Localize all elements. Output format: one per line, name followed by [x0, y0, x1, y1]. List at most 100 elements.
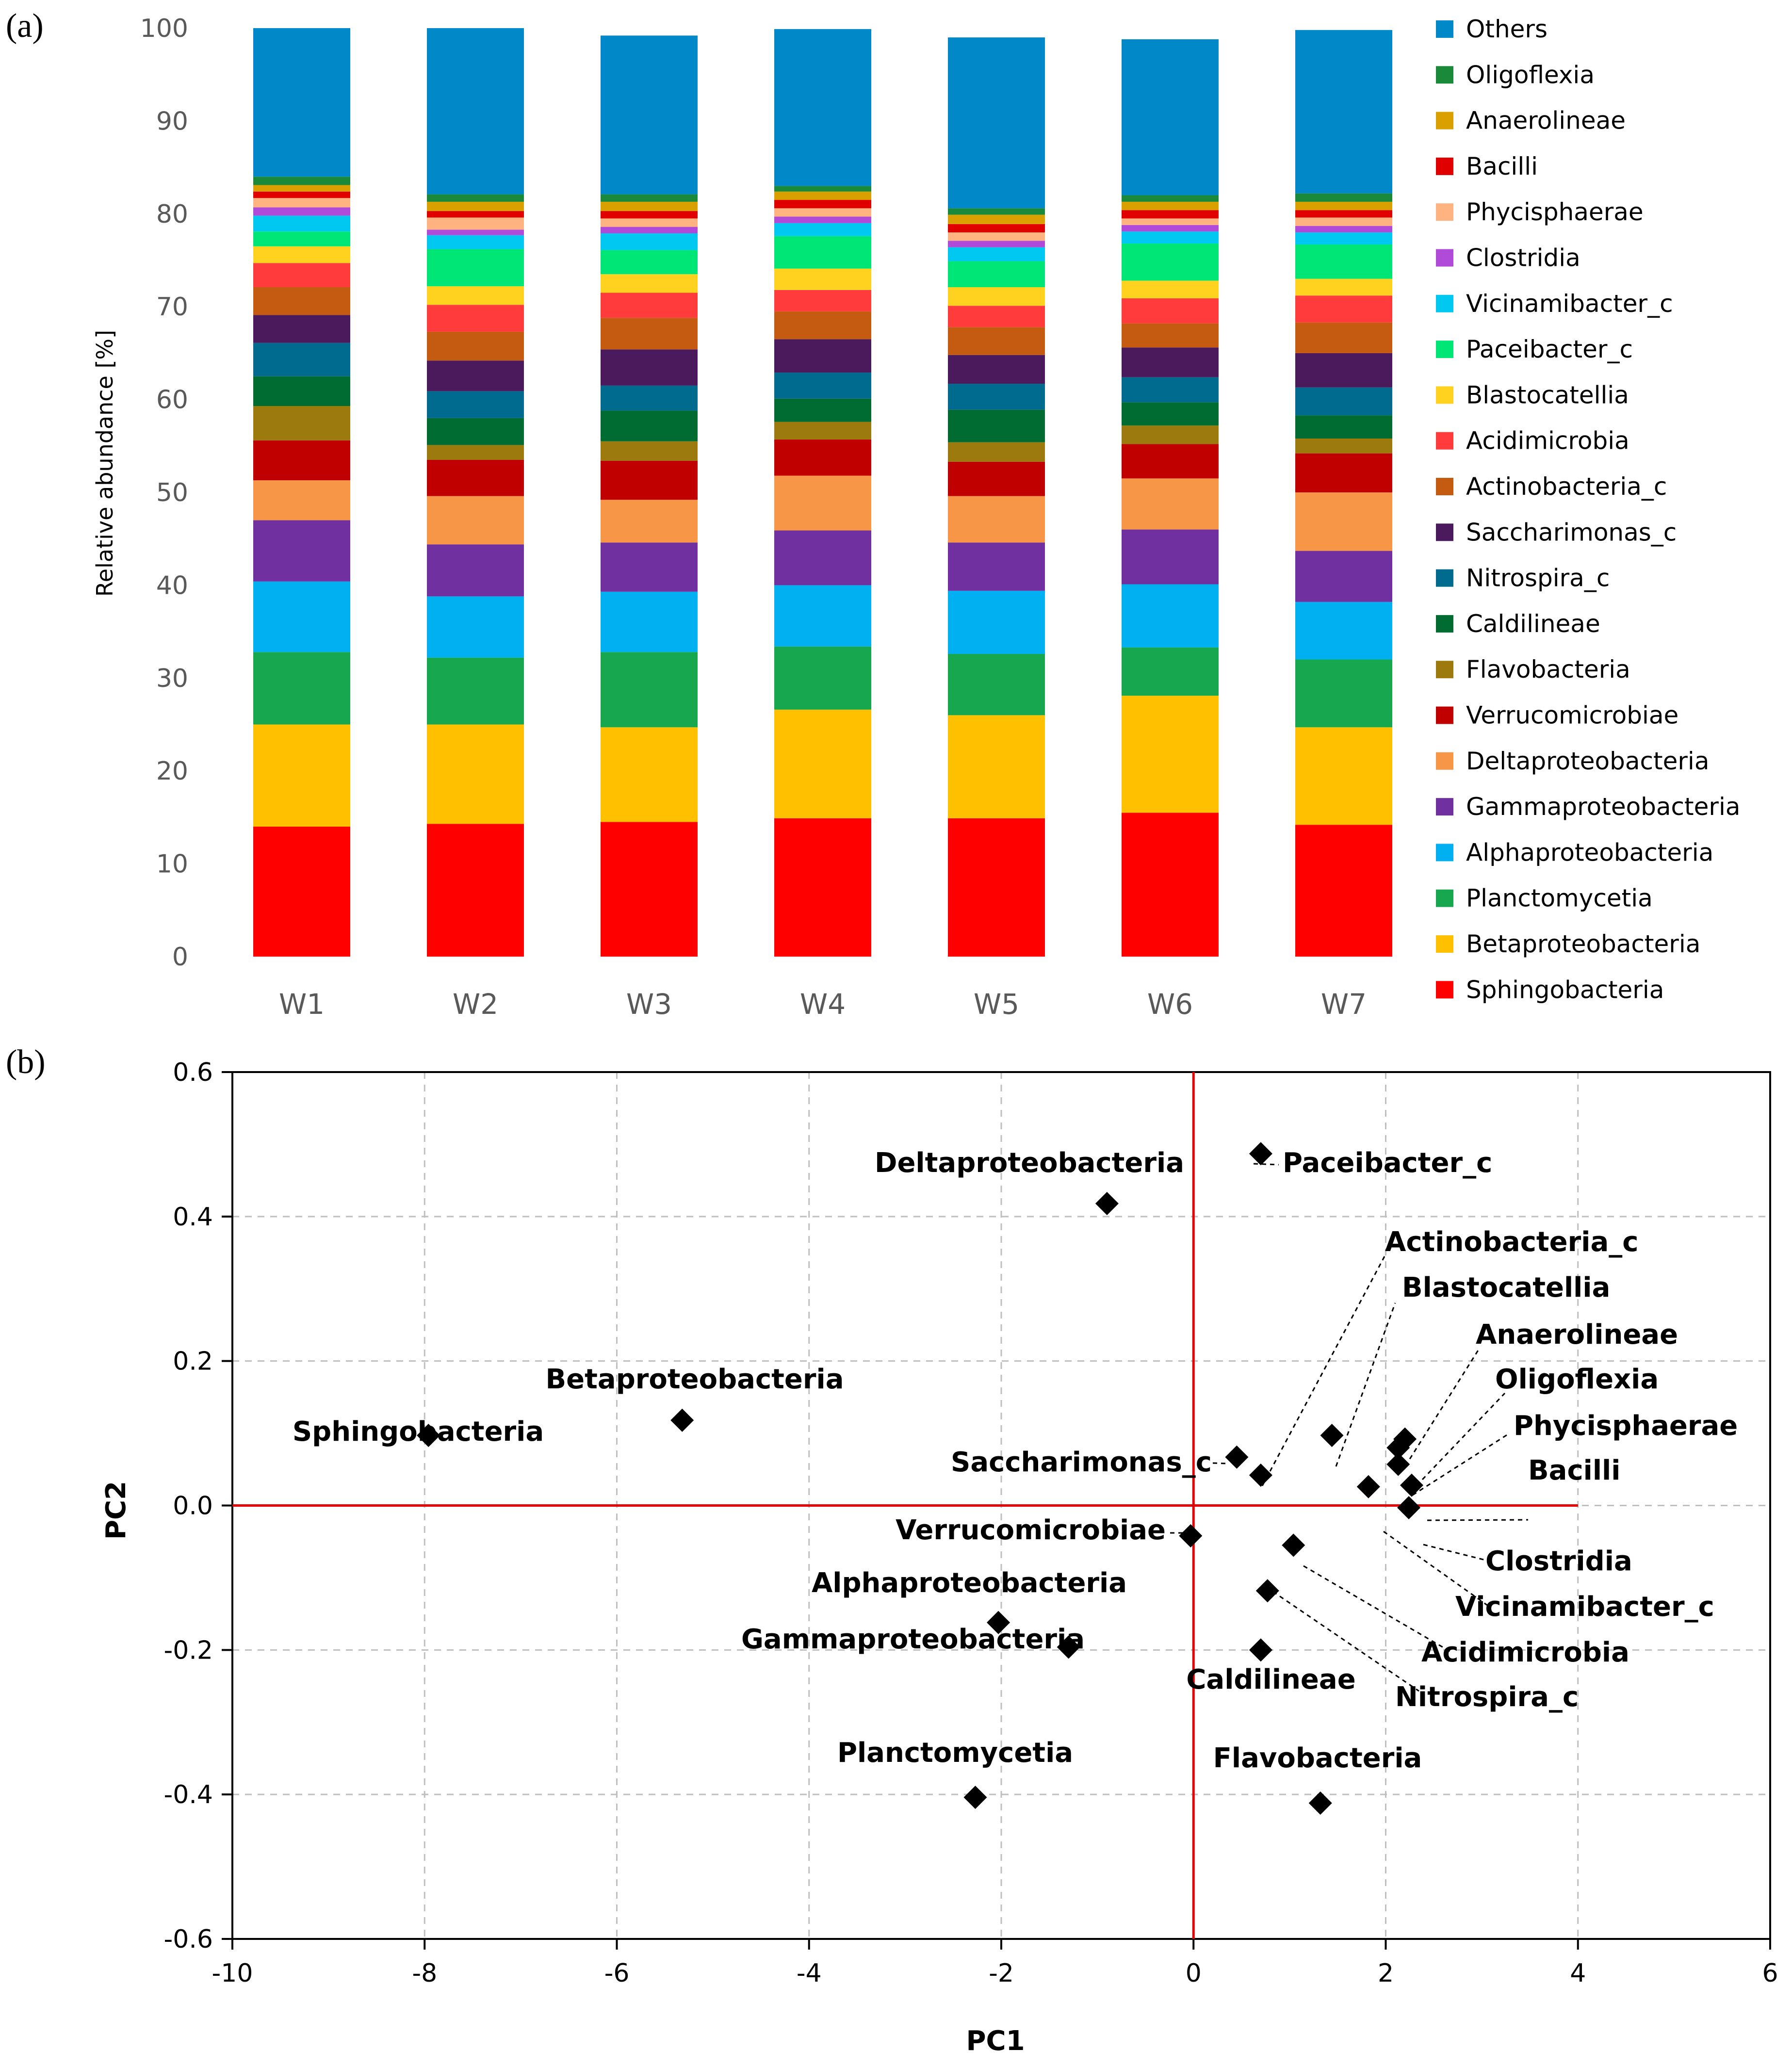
- scatter-point-actinobacteria-c: [1249, 1463, 1272, 1487]
- bar-segment-others-w6: [1122, 39, 1219, 195]
- x-tick-label: -6: [604, 1959, 630, 1988]
- bar-segment-blastocatellia-w6: [1122, 280, 1219, 298]
- bar-segment-saccharimonas-c-w5: [948, 355, 1045, 384]
- bar-segment-bacilli-w3: [601, 211, 698, 219]
- legend-label: Caldilineae: [1466, 610, 1600, 638]
- bar-segment-nitrospira-c-w3: [601, 385, 698, 411]
- bar-segment-phycisphaerae-w2: [427, 217, 524, 230]
- bar-segment-flavobacteria-w4: [774, 422, 871, 439]
- bar-segment-acidimicrobia-w1: [253, 263, 350, 288]
- bar-segment-alphaproteobacteria-w6: [1122, 584, 1219, 648]
- bar-segment-nitrospira-c-w4: [774, 373, 871, 399]
- legend-label: Nitrospira_c: [1466, 564, 1610, 592]
- bar-segment-blastocatellia-w2: [427, 286, 524, 305]
- bar-segment-phycisphaerae-w7: [1295, 217, 1392, 226]
- y-tick-label: 0.6: [173, 1058, 213, 1087]
- scatter-point-flavobacteria: [1308, 1791, 1332, 1815]
- legend-label: Deltaproteobacteria: [1466, 747, 1709, 775]
- bar-segment-others-w1: [253, 28, 350, 177]
- y-axis-label: PC2: [100, 1481, 132, 1540]
- x-tick-label: 2: [1378, 1959, 1394, 1988]
- bar-segment-bacilli-w1: [253, 191, 350, 198]
- bar-segment-blastocatellia-w4: [774, 268, 871, 290]
- legend-swatch: [1436, 386, 1453, 404]
- point-label: Bacilli: [1528, 1455, 1620, 1486]
- bar-segment-vicinamibacter-c-w3: [601, 233, 698, 250]
- bar-segment-blastocatellia-w7: [1295, 278, 1392, 296]
- y-tick-label: 80: [156, 200, 188, 229]
- x-tick-label: W6: [1147, 988, 1193, 1021]
- label-leader-line: [1335, 1302, 1396, 1467]
- bar-segment-saccharimonas-c-w7: [1295, 353, 1392, 388]
- bar-segment-saccharimonas-c-w3: [601, 349, 698, 386]
- x-tick-label: 0: [1186, 1959, 1202, 1988]
- legend-label: Planctomycetia: [1466, 884, 1653, 912]
- y-tick-label: -0.2: [164, 1636, 213, 1665]
- y-tick-label: 70: [156, 293, 188, 322]
- bar-segment-caldilineae-w2: [427, 418, 524, 445]
- bar-segment-oligoflexia-w1: [253, 177, 350, 185]
- bar-segment-saccharimonas-c-w6: [1122, 347, 1219, 377]
- x-axis-label: PC1: [966, 2025, 1025, 2057]
- bar-segment-nitrospira-c-w2: [427, 391, 524, 418]
- bar-segment-planctomycetia-w6: [1122, 647, 1219, 696]
- point-label: Caldilineae: [1186, 1664, 1355, 1695]
- bar-segment-vicinamibacter-c-w6: [1122, 231, 1219, 244]
- legend-label: Saccharimonas_c: [1466, 518, 1677, 546]
- stacked-bar-chart: 0 10 20 30 40 50 60 70 80 90 100 Relative abundance…: [92, 14, 1741, 1021]
- scatter-point-acidimicrobia: [1282, 1533, 1305, 1557]
- bar-segment-bacilli-w4: [774, 200, 871, 209]
- scatter-point-phycisphaerae: [1386, 1452, 1410, 1476]
- y-tick-label: -0.4: [164, 1780, 213, 1809]
- legend-label: Betaproteobacteria: [1466, 930, 1700, 958]
- bar-segment-acidimicrobia-w2: [427, 305, 524, 332]
- bar-segment-bacilli-w2: [427, 211, 524, 218]
- bar-segment-verrucomicrobiae-w7: [1295, 453, 1392, 492]
- bar-segment-clostridia-w1: [253, 207, 350, 216]
- bar-segment-anaerolineae-w1: [253, 185, 350, 192]
- pca-scatter-chart: -10 -8 -6 -4 -2 0 2 4 6 -0.6 -0.4 -0.2 0.0 0.2 0.4 0.6 P…: [100, 1058, 1778, 2057]
- scatter-point-verrucomicrobiae: [1179, 1524, 1203, 1548]
- point-label: Deltaproteobacteria: [875, 1147, 1184, 1179]
- bar-segment-bacilli-w5: [948, 224, 1045, 233]
- bar-segment-sphingobacteria-w5: [948, 818, 1045, 957]
- label-leader-line: [1212, 1462, 1228, 1465]
- legend-swatch: [1436, 523, 1453, 541]
- bar-segment-paceibacter-c-w4: [774, 236, 871, 269]
- legend-label: Anaerolineae: [1466, 107, 1626, 135]
- bar-segment-gammaproteobacteria-w5: [948, 542, 1045, 591]
- legend-label: Oligoflexia: [1466, 61, 1595, 89]
- bar-segment-anaerolineae-w3: [601, 201, 698, 212]
- bar-segment-flavobacteria-w1: [253, 406, 350, 440]
- bar-segment-clostridia-w4: [774, 216, 871, 223]
- bar-segment-caldilineae-w7: [1295, 415, 1392, 439]
- legend-label: Alphaproteobacteria: [1466, 838, 1713, 866]
- bar-segment-bacilli-w6: [1122, 210, 1219, 219]
- bar-segment-nitrospira-c-w5: [948, 384, 1045, 410]
- legend-swatch: [1436, 249, 1453, 267]
- bar-segment-bacilli-w7: [1295, 210, 1392, 218]
- bar-segment-clostridia-w3: [601, 227, 698, 233]
- scatter-point-blastocatellia: [1320, 1424, 1344, 1448]
- bar-segment-saccharimonas-c-w1: [253, 315, 350, 343]
- point-label: Saccharimonas_c: [951, 1447, 1212, 1478]
- point-label: Oligoflexia: [1495, 1364, 1659, 1395]
- legend-label: Vicinamibacter_c: [1466, 290, 1673, 318]
- legend-swatch: [1436, 157, 1453, 175]
- legend-swatch: [1436, 112, 1453, 130]
- bar-segment-gammaproteobacteria-w4: [774, 530, 871, 586]
- legend-swatch: [1436, 203, 1453, 221]
- legend-label: Sphingobacteria: [1466, 976, 1664, 1004]
- bar-segment-others-w7: [1295, 30, 1392, 194]
- bar-segment-verrucomicrobiae-w2: [427, 460, 524, 496]
- bar-segment-gammaproteobacteria-w1: [253, 520, 350, 582]
- bar-segment-alphaproteobacteria-w2: [427, 596, 524, 658]
- bar-segment-oligoflexia-w6: [1122, 195, 1219, 202]
- point-label: Vicinamibacter_c: [1455, 1591, 1714, 1623]
- point-label: Betaproteobacteria: [545, 1364, 844, 1395]
- label-leader-line: [1261, 1256, 1385, 1486]
- bar-segment-vicinamibacter-c-w1: [253, 215, 350, 232]
- scatter-point-deltaproteobacteria: [1095, 1192, 1119, 1216]
- y-tick-label: 20: [156, 757, 188, 786]
- bar-segment-anaerolineae-w2: [427, 201, 524, 212]
